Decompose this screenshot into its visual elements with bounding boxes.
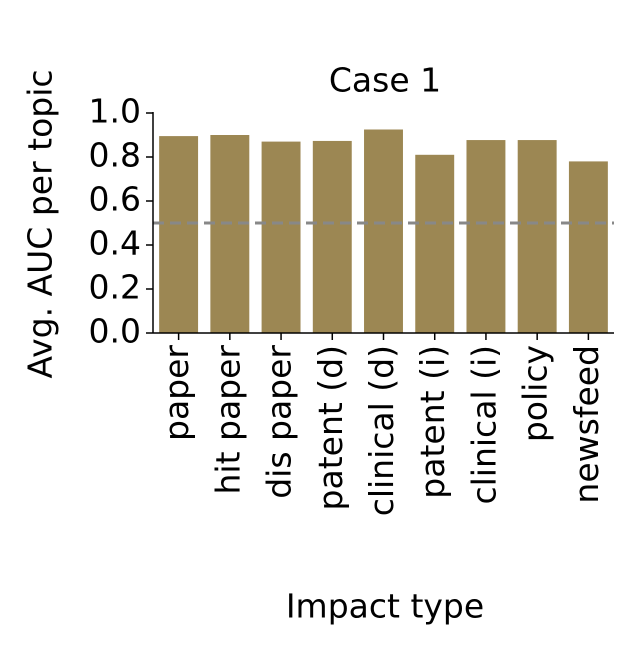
x-axis-label: Impact type bbox=[286, 587, 484, 626]
y-tick-label: 0.4 bbox=[89, 224, 141, 263]
bar bbox=[415, 154, 455, 333]
chart-title: Case 1 bbox=[329, 61, 441, 100]
x-tick-label: paper bbox=[157, 345, 196, 441]
bar bbox=[568, 161, 608, 333]
bar bbox=[466, 140, 506, 333]
bar bbox=[261, 141, 301, 333]
bar bbox=[364, 129, 403, 333]
y-tick-label: 0.2 bbox=[89, 268, 141, 307]
x-tick-label: policy bbox=[516, 345, 555, 442]
bar bbox=[159, 136, 199, 333]
bar bbox=[517, 140, 557, 333]
y-tick-label: 1.0 bbox=[89, 92, 141, 131]
y-axis-label: Avg. AUC per topic bbox=[21, 69, 60, 378]
y-tick-label: 0.8 bbox=[89, 136, 141, 175]
bar bbox=[312, 140, 352, 333]
x-tick-label: dis paper bbox=[260, 345, 299, 499]
x-tick-label: clinical (d) bbox=[362, 345, 401, 516]
x-tick-label: clinical (i) bbox=[464, 345, 503, 505]
y-tick-label: 0.6 bbox=[89, 180, 141, 219]
x-tick-label: patent (d) bbox=[311, 345, 350, 510]
x-tick-label: patent (i) bbox=[413, 345, 452, 499]
bar bbox=[210, 135, 250, 333]
y-tick-label: 0.0 bbox=[89, 312, 141, 351]
x-tick-label: newsfeed bbox=[567, 345, 606, 504]
x-tick-label: hit paper bbox=[208, 345, 247, 495]
